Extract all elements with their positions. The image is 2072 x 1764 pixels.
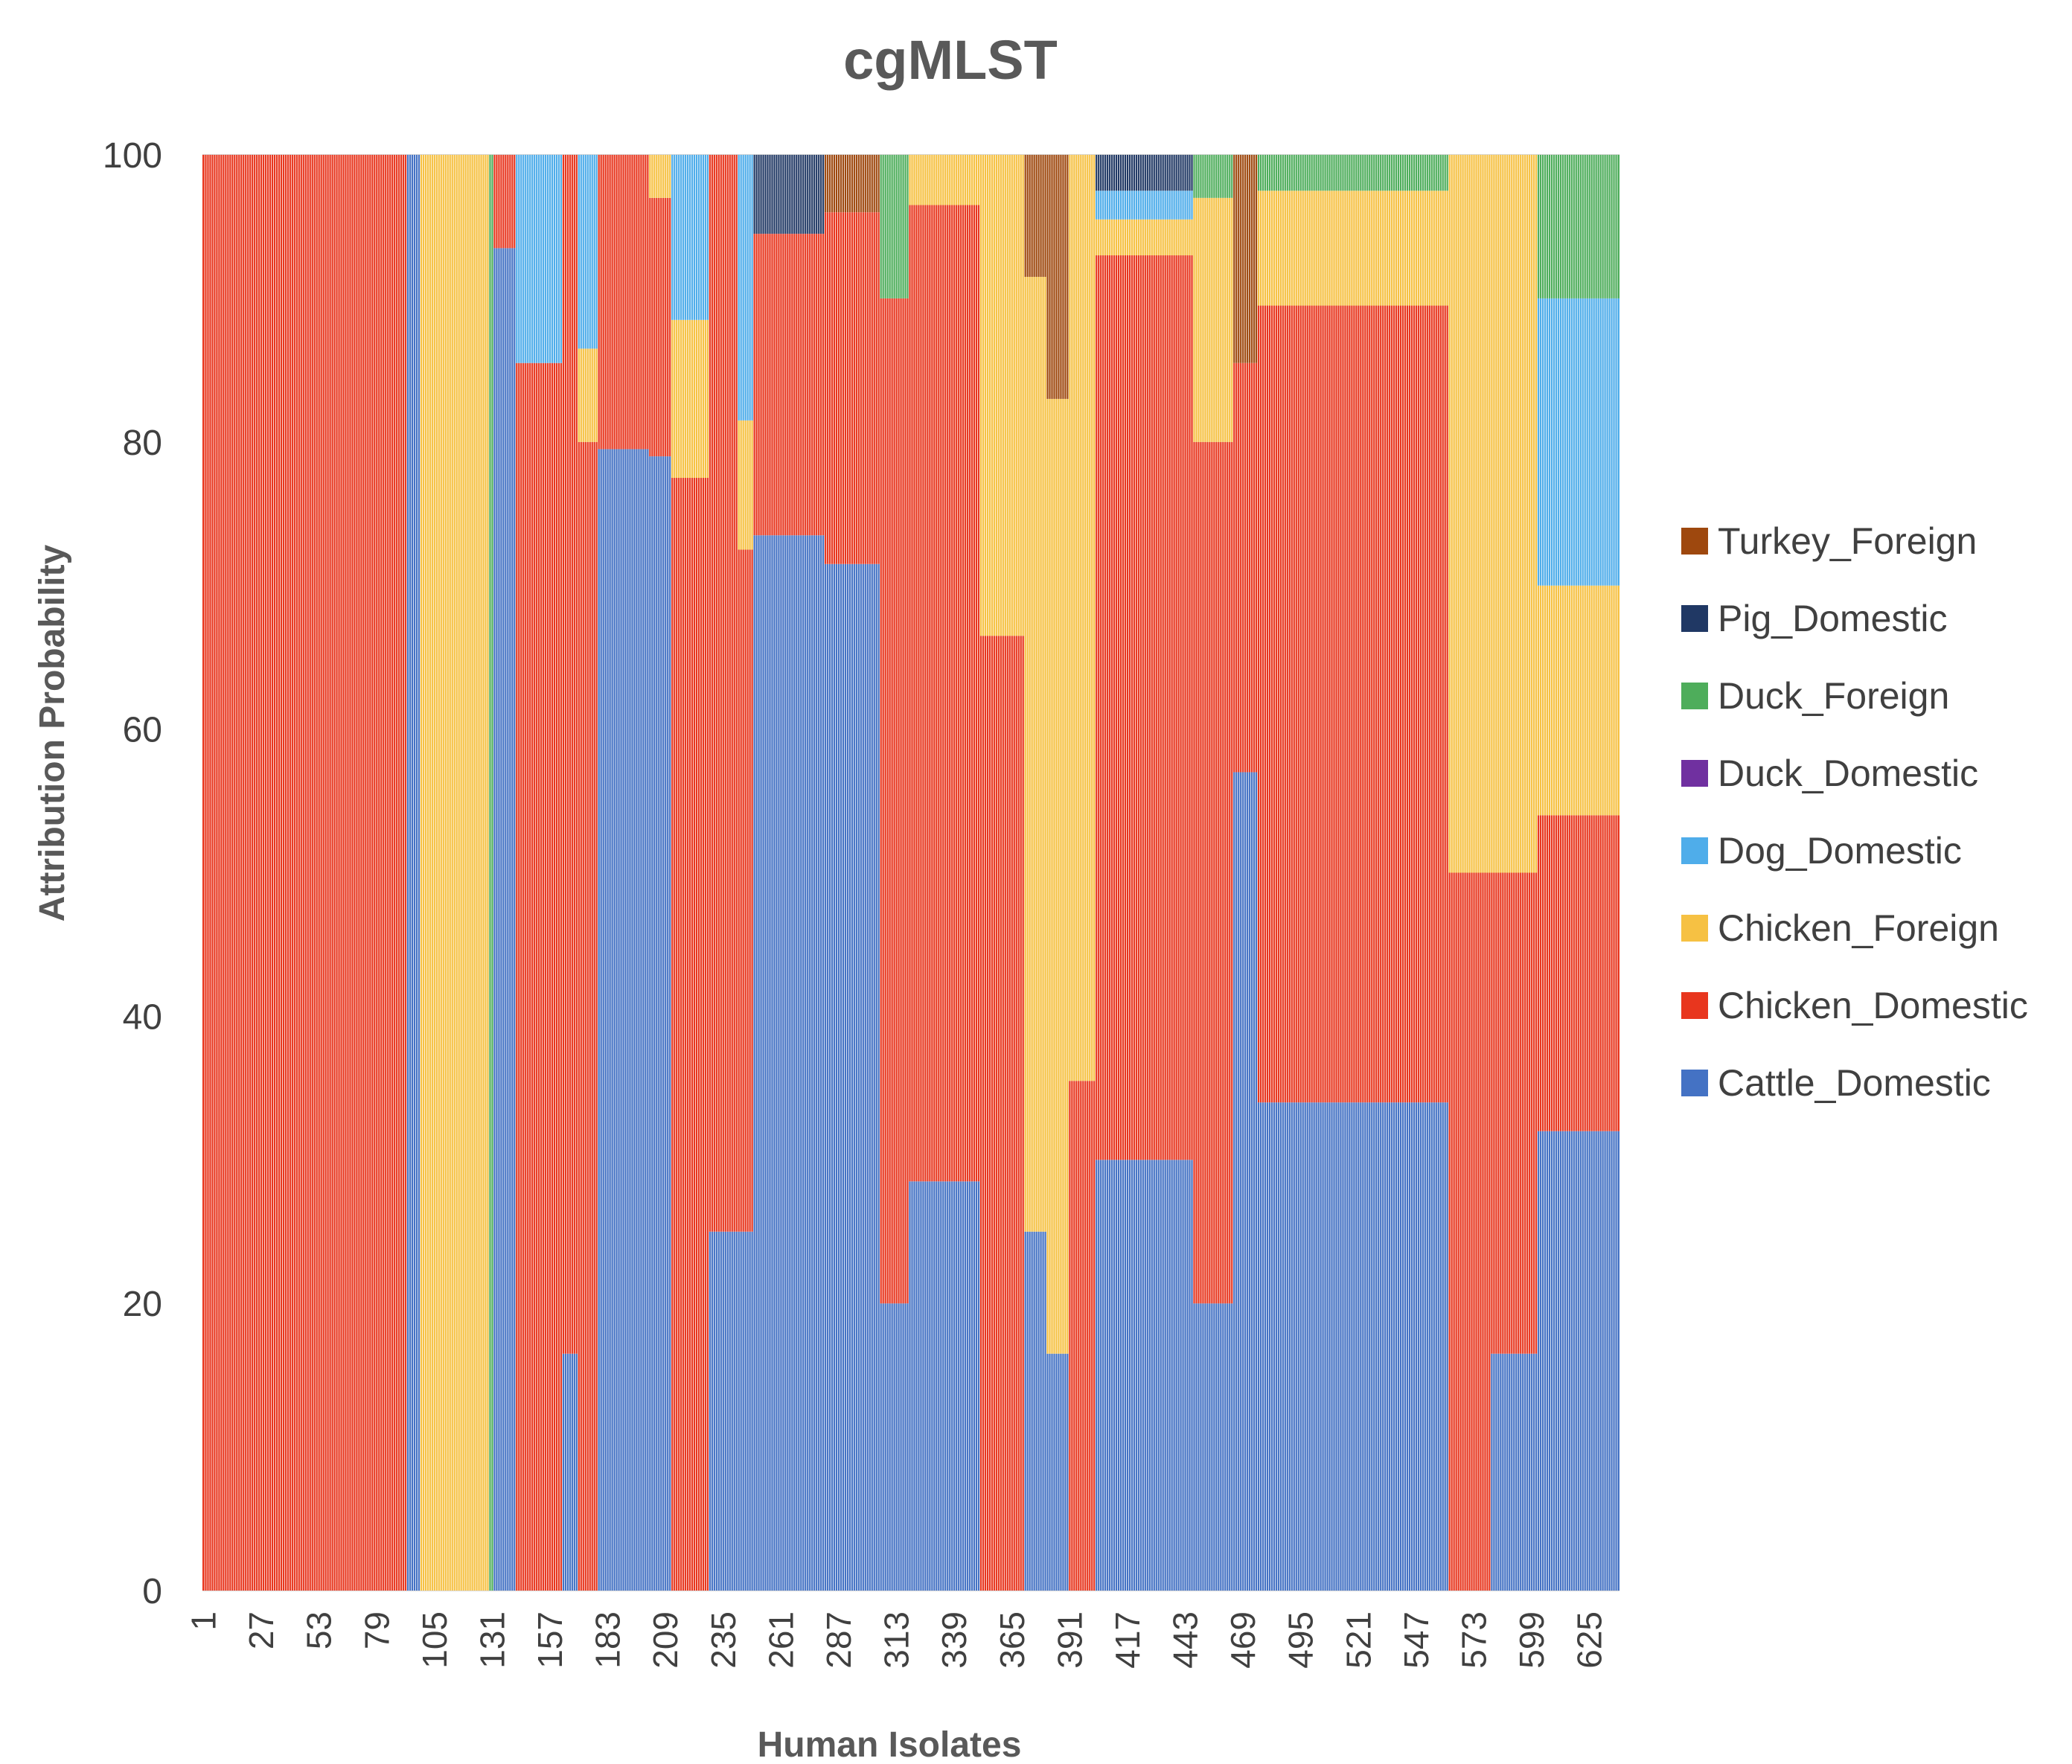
- bar-segment-chicken-foreign: [738, 420, 754, 550]
- x-tick-label: 495: [1282, 1611, 1320, 1669]
- legend-label-pig-domestic: Pig_Domestic: [1718, 598, 1947, 639]
- legend-swatch-duck-domestic: [1681, 760, 1708, 787]
- bar-segment-turkey-foreign: [1232, 155, 1258, 363]
- bar-segment-chicken-domestic: [671, 478, 709, 1591]
- x-tick-label: 521: [1339, 1611, 1378, 1669]
- x-tick-label: 261: [761, 1611, 800, 1669]
- bar-segment-chicken-domestic: [1448, 872, 1491, 1591]
- x-tick-label: 547: [1397, 1611, 1436, 1669]
- x-axis-ticks: 1 27 53 79 105 131 157 183 209 235 261 287 313 339 365…: [184, 1611, 1608, 1669]
- legend-swatch-chicken-domestic: [1681, 992, 1708, 1019]
- y-tick-label: 100: [103, 136, 162, 176]
- bar-segment-turkey-foreign: [824, 155, 880, 213]
- y-tick-label: 60: [123, 711, 162, 750]
- legend-label-duck-foreign: Duck_Foreign: [1718, 675, 1949, 717]
- y-tick-label: 0: [142, 1572, 162, 1611]
- bar-segment-chicken-foreign: [420, 155, 489, 1591]
- bar-segment-chicken-domestic: [515, 362, 563, 1591]
- x-tick-label: 365: [993, 1611, 1032, 1669]
- bar-segment-cattle-domestic: [824, 563, 880, 1591]
- bar-segment-chicken-domestic: [709, 155, 738, 1232]
- legend-swatch-chicken-foreign: [1681, 915, 1708, 942]
- y-axis-ticks: 0 20 40 60 80 100: [103, 136, 162, 1611]
- legend-swatch-turkey-foreign: [1681, 528, 1708, 555]
- bar-segment-cattle-domestic: [598, 449, 649, 1591]
- bar-segment-cattle-domestic: [1232, 772, 1258, 1591]
- bar-segment-cattle-domestic: [562, 1353, 578, 1591]
- x-tick-label: 53: [300, 1611, 339, 1649]
- legend-swatch-dog-domestic: [1681, 837, 1708, 864]
- x-tick-label: 391: [1050, 1611, 1089, 1669]
- legend-label-dog-domestic: Dog_Domestic: [1718, 830, 1962, 872]
- x-tick-label: 209: [646, 1611, 685, 1669]
- bar-segment-duck-foreign: [1537, 155, 1619, 298]
- y-tick-label: 20: [123, 1285, 162, 1324]
- bar-segment-chicken-foreign: [1537, 585, 1619, 816]
- x-axis-title: Human Isolates: [758, 1725, 1022, 1764]
- legend: Turkey_Foreign Pig_Domestic Duck_Foreign Du…: [1681, 520, 2028, 1104]
- x-tick-label: 157: [531, 1611, 569, 1669]
- x-tick-label: 573: [1455, 1611, 1494, 1669]
- y-tick-label: 80: [123, 424, 162, 463]
- bar-segment-chicken-foreign: [1448, 155, 1491, 873]
- bar-segment-cattle-domestic: [1537, 1131, 1619, 1591]
- x-tick-label: 313: [877, 1611, 916, 1669]
- legend-label-chicken-foreign: Chicken_Foreign: [1718, 907, 1999, 949]
- bar-segment-chicken-domestic: [738, 549, 754, 1232]
- x-tick-label: 469: [1224, 1611, 1262, 1669]
- legend-label-chicken-domestic: Chicken_Domestic: [1718, 985, 2028, 1026]
- bar-segment-chicken-domestic: [1232, 362, 1258, 773]
- bar-segment-chicken-foreign: [578, 348, 598, 442]
- bar-segment-chicken-domestic: [824, 212, 880, 564]
- bar-segment-cattle-domestic: [1490, 1353, 1538, 1591]
- bar-segment-dog-domestic: [671, 155, 709, 320]
- bar-segment-chicken-foreign: [671, 319, 709, 479]
- x-tick-label: 27: [242, 1611, 281, 1649]
- y-tick-label: 40: [123, 997, 162, 1037]
- bar-segment-chicken-domestic: [1490, 872, 1538, 1354]
- bar-segment-chicken-domestic: [562, 155, 578, 1354]
- bar-segment-chicken-domestic: [578, 441, 598, 1591]
- bar-segment-dog-domestic: [515, 155, 563, 363]
- bar-segment-dog-domestic: [1537, 298, 1619, 586]
- y-axis-title: Attribution Probability: [33, 544, 72, 921]
- isolate-separators: [204, 155, 1618, 1591]
- x-tick-label: 443: [1166, 1611, 1205, 1669]
- x-tick-label: 131: [473, 1611, 511, 1669]
- legend-label-turkey-foreign: Turkey_Foreign: [1718, 520, 1977, 562]
- bar-segment-dog-domestic: [738, 155, 754, 421]
- bar-segment-chicken-foreign: [1490, 155, 1538, 873]
- x-tick-label: 417: [1108, 1611, 1147, 1669]
- x-tick-label: 235: [704, 1611, 743, 1669]
- legend-swatch-pig-domestic: [1681, 605, 1708, 632]
- x-tick-label: 105: [415, 1611, 454, 1669]
- x-tick-label: 79: [357, 1611, 396, 1649]
- x-tick-label: 1: [184, 1611, 223, 1631]
- legend-swatch-duck-foreign: [1681, 683, 1708, 709]
- bar-segment-chicken-domestic: [880, 298, 909, 1304]
- bar-segment-cattle-domestic: [709, 1231, 738, 1591]
- x-tick-label: 287: [819, 1611, 858, 1669]
- chart-title: cgMLST: [843, 29, 1058, 91]
- bar-segment-duck-foreign: [880, 155, 909, 298]
- bar-segment-dog-domestic: [578, 155, 598, 349]
- bar-segment-chicken-domestic: [598, 155, 649, 450]
- legend-label-duck-domestic: Duck_Domestic: [1718, 752, 1978, 794]
- x-tick-label: 625: [1570, 1611, 1609, 1669]
- legend-label-cattle-domestic: Cattle_Domestic: [1718, 1062, 1991, 1104]
- x-tick-label: 183: [589, 1611, 627, 1669]
- legend-swatch-cattle-domestic: [1681, 1070, 1708, 1096]
- bars: [202, 155, 1619, 1591]
- bar-segment-chicken-domestic: [1537, 815, 1619, 1131]
- bar-segment-cattle-domestic: [880, 1303, 909, 1591]
- x-tick-label: 599: [1512, 1611, 1551, 1669]
- bar-segment-cattle-domestic: [738, 1231, 754, 1591]
- x-tick-label: 339: [935, 1611, 973, 1669]
